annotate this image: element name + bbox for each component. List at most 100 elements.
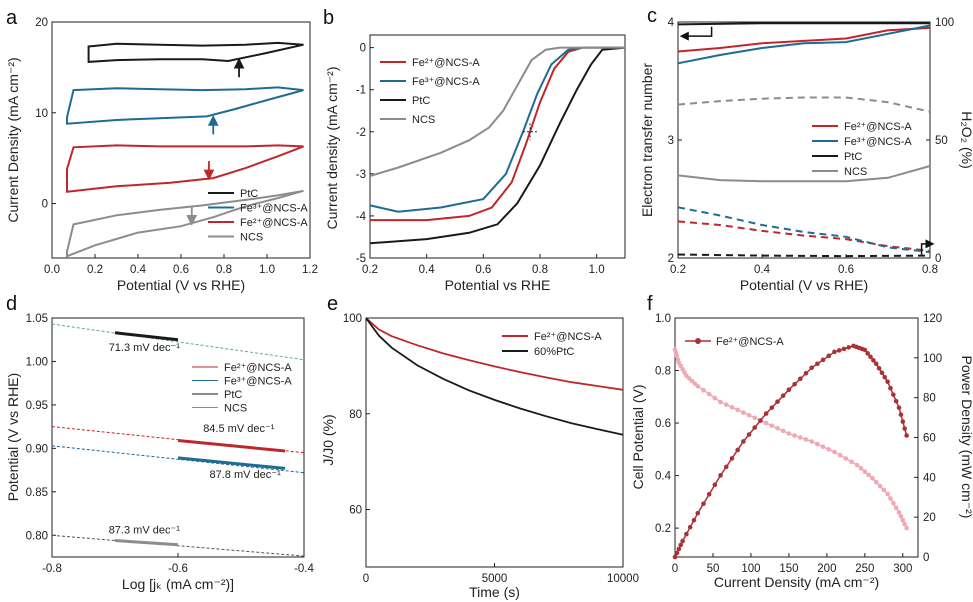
f-polarization-point [832,449,837,455]
c-xtick-label: 0.6 [838,264,854,276]
f-polarization-point [735,407,740,413]
f-polarization-point [718,399,723,405]
b-ytick-label: -4 [356,211,367,223]
a-legend-label: PtC [240,188,258,200]
c-ytick-label: 4 [668,17,675,29]
a-cv-curve [66,86,304,125]
panel-a-cv-curves: 0.0 0.2 0.4 0.6 0.8 1.0 1.2 0 10 20 Potential (V v… [5,17,318,293]
panel-label-f: f [647,293,653,315]
f-polarization-point [870,475,875,481]
e-xtick-label: 5000 [482,573,508,585]
f-y2tick-label: 80 [923,393,936,405]
d-legend-label: NCS [224,403,247,415]
e-xlabel: Time (s) [469,584,520,600]
f-polarization-point [873,479,879,485]
a-ytick-label: 10 [35,108,48,120]
e-xtick-label: 10000 [607,573,639,585]
f-polarization-point [896,510,902,515]
f-power-point [741,439,746,444]
d-ytick-label: 0.80 [26,530,48,542]
f-ylabel: Cell Potential (V) [630,384,646,489]
f-power-point [876,365,882,371]
a-xlabel: Potential (V vs RHE) [117,277,245,293]
c-y2tick-label: 50 [935,135,948,147]
f-polarization-point [826,447,832,452]
f-power-point [865,351,870,356]
a-ylabel: Current Density (mA cm⁻²) [5,57,21,222]
c-h2o2-curve [677,253,931,258]
c-xtick-label: 0.8 [922,264,938,276]
c-right-axis-arrow [920,239,935,255]
f-frame [674,317,919,558]
b-lsv-curve [369,46,626,245]
f-y2label: Power Density (mW cm⁻²) [959,356,973,519]
b-legend-label: Fe²⁺@NCS-A [412,57,480,69]
f-power-point [871,358,876,363]
d-ytick-label: 0.85 [26,487,48,499]
f-power-point [902,426,908,431]
f-xtick-label: 200 [817,563,836,575]
c-n-curve [677,165,931,183]
f-power-point [888,385,893,391]
c-ytick-label: 3 [668,135,674,147]
f-polarization-point [837,452,843,458]
d-tafel-segment [114,331,179,342]
f-power-point [862,347,868,353]
f-power-point [723,464,729,470]
f-y2tick-label: 100 [923,353,942,365]
a-xtick-label: 0.0 [44,264,60,276]
c-y2label: H₂O₂ (%) [959,111,973,169]
f-power-point [672,554,678,560]
f-power-point [792,381,797,387]
f-polarization-point [752,415,758,421]
f-y2tick-label: 20 [923,512,936,524]
f-power-point [809,365,814,371]
b-xtick-label: 0.6 [475,264,491,276]
f-power-point [674,550,680,556]
b-ytick-label: -5 [356,253,366,265]
e-ytick-label: 80 [349,409,362,421]
f-ytick-label: 0.2 [655,523,671,535]
e-legend-label: 60%PtC [534,346,574,358]
f-y2tick-label: 120 [923,313,942,325]
c-y2tick-label: 0 [935,253,941,265]
c-legend-label: Fe³⁺@NCS-A [844,136,912,148]
f-polarization-point [815,441,820,447]
f-power-point [746,432,752,437]
b-frame [369,34,626,259]
f-power-point [678,542,683,548]
f-polarization-point [701,387,706,393]
f-polarization-point [881,487,887,493]
e-stability-curve [365,317,624,436]
d-ytick-label: 0.95 [26,400,48,412]
c-legend-label: Fe²⁺@NCS-A [844,121,912,133]
f-polarization-point [763,420,769,426]
f-y2tick-label: 60 [923,433,936,445]
f-polarization-point [900,517,906,523]
f-power-point [735,447,740,453]
f-polarization-point [820,444,826,449]
f-polarization-point [723,402,729,407]
f-xtick-label: 250 [855,563,874,575]
f-power-point [846,345,852,350]
f-power-point [786,387,792,393]
f-power-point [803,370,809,376]
f-polarization-point [862,469,868,474]
f-polarization-point [775,426,780,431]
b-xtick-label: 0.8 [532,264,548,276]
e-legend-label: Fe²⁺@NCS-A [534,331,602,343]
a-legend-label: Fe²⁺@NCS-A [240,217,308,229]
a-xtick-label: 1.0 [259,264,275,276]
f-power-point [873,361,879,367]
f-polarization-point [877,483,883,489]
f-legend-swatch [695,338,701,344]
f-power-point [684,531,689,537]
f-power-point [718,473,723,478]
panel-label-a: a [6,7,18,29]
a-legend-label: NCS [240,232,263,244]
panel-label-e: e [327,293,338,315]
c-ylabel: Electron transfer number [639,63,655,217]
a-xtick-label: 1.2 [302,264,318,276]
c-h2o2-curve [677,220,931,252]
panel-label-b: b [323,7,334,29]
